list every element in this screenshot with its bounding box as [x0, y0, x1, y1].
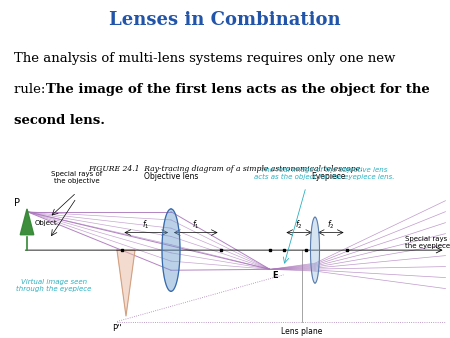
- Text: Lenses in Combination: Lenses in Combination: [109, 11, 341, 29]
- Text: Objective lens: Objective lens: [144, 172, 198, 182]
- Text: P: P: [14, 198, 20, 208]
- Text: Object: Object: [35, 220, 58, 226]
- Text: second lens.: second lens.: [14, 114, 104, 126]
- Text: $f_1$: $f_1$: [192, 218, 199, 231]
- Text: The image of the first lens acts as the object for the: The image of the first lens acts as the …: [46, 83, 430, 96]
- Text: rule:: rule:: [14, 83, 49, 96]
- Text: $f_2$: $f_2$: [327, 218, 334, 231]
- Text: FIGURE 24.1  Ray-tracing diagram of a simple astronomical telescope.: FIGURE 24.1 Ray-tracing diagram of a sim…: [88, 165, 362, 173]
- Polygon shape: [117, 250, 135, 316]
- Text: Special rays of
the objective: Special rays of the objective: [51, 171, 102, 184]
- Polygon shape: [162, 209, 180, 291]
- Text: Virtual image seen
through the eyepiece: Virtual image seen through the eyepiece: [16, 279, 92, 292]
- Text: Lens plane: Lens plane: [281, 327, 322, 336]
- Text: $f_1$: $f_1$: [143, 218, 150, 231]
- Text: The analysis of multi-lens systems requires only one new: The analysis of multi-lens systems requi…: [14, 52, 395, 65]
- Text: Special rays of
the eyepiece: Special rays of the eyepiece: [405, 236, 450, 249]
- Text: P'': P'': [112, 324, 122, 333]
- Polygon shape: [310, 217, 320, 283]
- Text: Eyepiece: Eyepiece: [311, 172, 346, 182]
- Polygon shape: [20, 209, 34, 235]
- Text: E: E: [272, 271, 278, 280]
- Text: The real image of the objective lens
acts as the object for the eyepiece lens.: The real image of the objective lens act…: [254, 167, 394, 180]
- Text: $f_2$: $f_2$: [296, 218, 303, 231]
